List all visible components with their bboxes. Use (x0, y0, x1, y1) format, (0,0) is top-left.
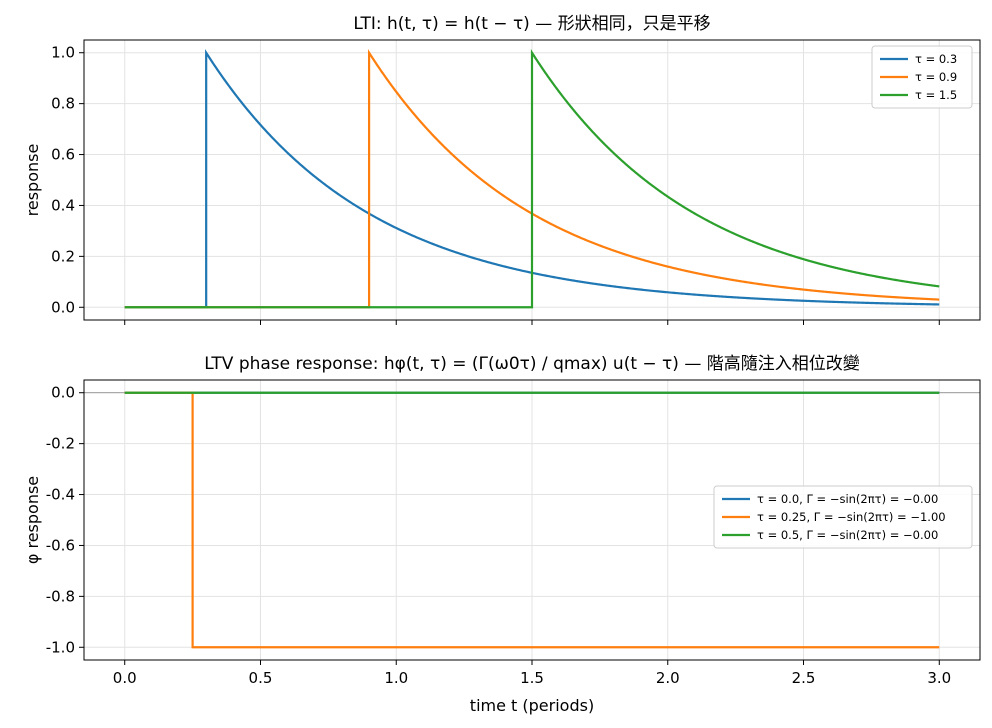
series-line-2 (124, 48, 940, 309)
ltv-lines (84, 391, 980, 649)
x-tick-label: 1.0 (384, 669, 408, 687)
lti-title: LTI: h(t, τ) = h(t − τ) — 形狀相同，只是平移 (353, 14, 710, 34)
lti-lines (124, 48, 940, 309)
lti-legend: τ = 0.3 τ = 0.9 τ = 1.5 (871, 45, 973, 109)
y-tick-label: 0.2 (51, 247, 75, 265)
x-tick-label: 2.5 (792, 669, 816, 687)
series-line-1 (124, 48, 940, 309)
legend-entry: τ = 1.5 (915, 88, 957, 102)
y-tick-label: 0.0 (51, 384, 75, 402)
y-tick-label: 0.6 (51, 146, 75, 164)
ltv-panel: LTV phase response: hφ(t, τ) = (Γ(ω0τ) /… (23, 354, 981, 715)
legend-entry: τ = 0.5, Γ = −sin(2πτ) = −0.00 (757, 528, 938, 542)
y-tick-label: -0.6 (46, 536, 75, 554)
y-tick-label: 0.0 (51, 298, 75, 316)
ltv-xlabel: time t (periods) (470, 696, 594, 715)
y-tick-label: 1.0 (51, 44, 75, 62)
legend-entry: τ = 0.0, Γ = −sin(2πτ) = −0.00 (757, 492, 938, 506)
ltv-x-ticks: 0.0 0.5 1.0 1.5 2.0 2.5 3.0 (113, 660, 951, 687)
legend-entry: τ = 0.9 (915, 70, 957, 84)
series-line-0 (124, 48, 940, 309)
lti-x-ticks (124, 320, 940, 325)
y-tick-label: 0.4 (51, 196, 75, 214)
ltv-y-ticks: 0.0 -0.2 -0.4 -0.6 -0.8 -1.0 (46, 384, 84, 656)
y-tick-label: -0.2 (46, 435, 75, 453)
x-tick-label: 1.5 (520, 669, 544, 687)
ltv-ylabel: φ response (23, 476, 42, 564)
x-tick-label: 0.0 (113, 669, 137, 687)
lti-panel: LTI: h(t, τ) = h(t − τ) — 形狀相同，只是平移 resp… (23, 14, 981, 325)
lti-ylabel: response (23, 144, 42, 217)
y-tick-label: -0.4 (46, 486, 75, 504)
lti-y-ticks: 0.0 0.2 0.4 0.6 0.8 1.0 (51, 44, 84, 316)
x-tick-label: 0.5 (249, 669, 273, 687)
legend-box (713, 485, 973, 549)
y-tick-label: -0.8 (46, 587, 75, 605)
ltv-title: LTV phase response: hφ(t, τ) = (Γ(ω0τ) /… (204, 354, 859, 374)
legend-entry: τ = 0.25, Γ = −sin(2πτ) = −1.00 (757, 510, 946, 524)
x-tick-label: 3.0 (927, 669, 951, 687)
ltv-legend: τ = 0.0, Γ = −sin(2πτ) = −0.00 τ = 0.25, … (713, 485, 973, 549)
y-tick-label: 0.8 (51, 95, 75, 113)
legend-entry: τ = 0.3 (915, 52, 957, 66)
legend-box (871, 45, 973, 109)
y-tick-label: -1.0 (46, 638, 75, 656)
x-tick-label: 2.0 (656, 669, 680, 687)
